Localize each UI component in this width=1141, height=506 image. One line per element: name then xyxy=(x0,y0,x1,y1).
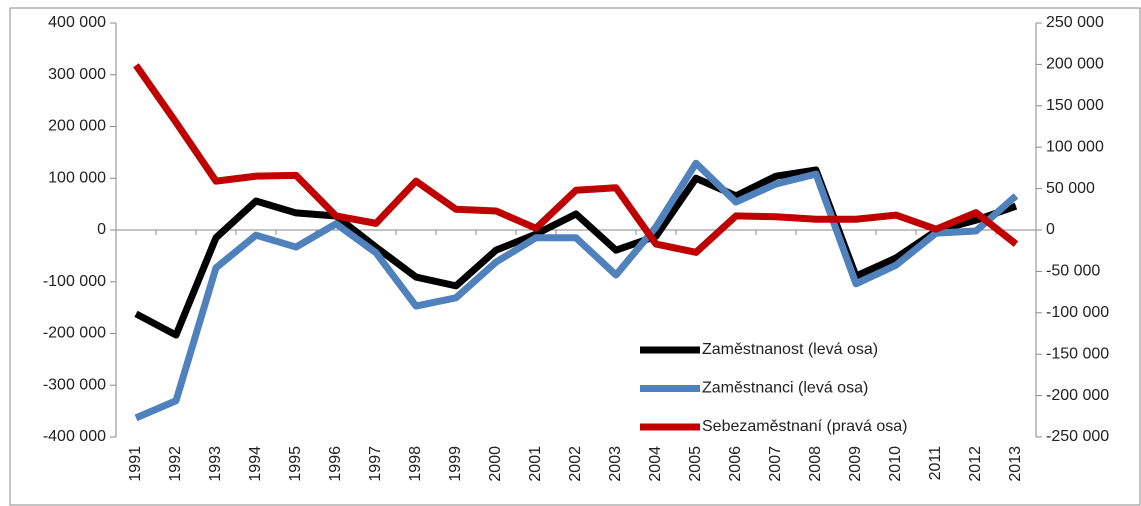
y2-tick-label: -200 000 xyxy=(1046,387,1109,404)
x-tick-label: 2003 xyxy=(607,446,624,482)
x-tick-label: 2011 xyxy=(927,446,944,481)
y-tick-label: 400 000 xyxy=(48,14,106,31)
legend-label: Zaměstnanost (levá osa) xyxy=(702,341,878,358)
y-tick-label: 100 000 xyxy=(48,169,106,186)
legend-label: Sebezaměstnaní (pravá osa) xyxy=(702,418,907,435)
y2-tick-label: -150 000 xyxy=(1046,345,1109,362)
y2-tick-label: 50 000 xyxy=(1046,180,1095,197)
x-tick-label: 1994 xyxy=(247,446,264,482)
x-tick-label: 1992 xyxy=(167,446,184,482)
x-tick-label: 2006 xyxy=(727,446,744,482)
series-line xyxy=(134,159,1019,422)
y-tick-label: 0 xyxy=(97,221,106,238)
y2-tick-label: 100 000 xyxy=(1046,138,1104,155)
y2-tick-label: 0 xyxy=(1046,221,1055,238)
x-tick-label: 1993 xyxy=(207,446,224,482)
y2-tick-label: -250 000 xyxy=(1046,428,1109,445)
y2-tick-label: 200 000 xyxy=(1046,56,1104,73)
y-tick-label: -200 000 xyxy=(43,325,106,342)
y-tick-label: -100 000 xyxy=(43,273,106,290)
y-tick-label: 300 000 xyxy=(48,66,106,83)
x-tick-label: 2000 xyxy=(487,446,504,482)
y-tick-label: 200 000 xyxy=(48,118,106,135)
series-line xyxy=(134,166,1018,339)
x-tick-label: 1999 xyxy=(447,446,464,482)
y-tick-label: -300 000 xyxy=(43,376,106,393)
x-tick-label: 2009 xyxy=(847,446,864,482)
chart-frame xyxy=(9,7,1141,506)
x-tick-label: 2008 xyxy=(807,446,824,482)
y2-tick-label: 250 000 xyxy=(1046,14,1104,31)
x-tick-label: 2010 xyxy=(887,446,904,482)
series-line xyxy=(133,63,1019,256)
y2-tick-label: -100 000 xyxy=(1046,304,1109,321)
x-tick-label: 2013 xyxy=(1007,446,1024,482)
x-tick-label: 2002 xyxy=(567,446,584,482)
x-tick-label: 1991 xyxy=(127,446,144,482)
y2-tick-label: -50 000 xyxy=(1046,263,1100,280)
legend-label: Zaměstnanci (levá osa) xyxy=(702,380,868,397)
x-tick-label: 2001 xyxy=(527,446,544,482)
y-tick-label: -400 000 xyxy=(43,428,106,445)
x-tick-label: 1995 xyxy=(287,446,304,482)
x-tick-label: 2005 xyxy=(687,446,704,482)
x-tick-label: 1996 xyxy=(327,446,344,482)
y2-tick-label: 150 000 xyxy=(1046,97,1104,114)
x-tick-label: 2012 xyxy=(967,446,984,482)
x-tick-label: 1998 xyxy=(407,446,424,482)
x-tick-label: 2004 xyxy=(647,446,664,482)
x-tick-label: 1997 xyxy=(367,446,384,482)
x-tick-label: 2007 xyxy=(767,446,784,482)
